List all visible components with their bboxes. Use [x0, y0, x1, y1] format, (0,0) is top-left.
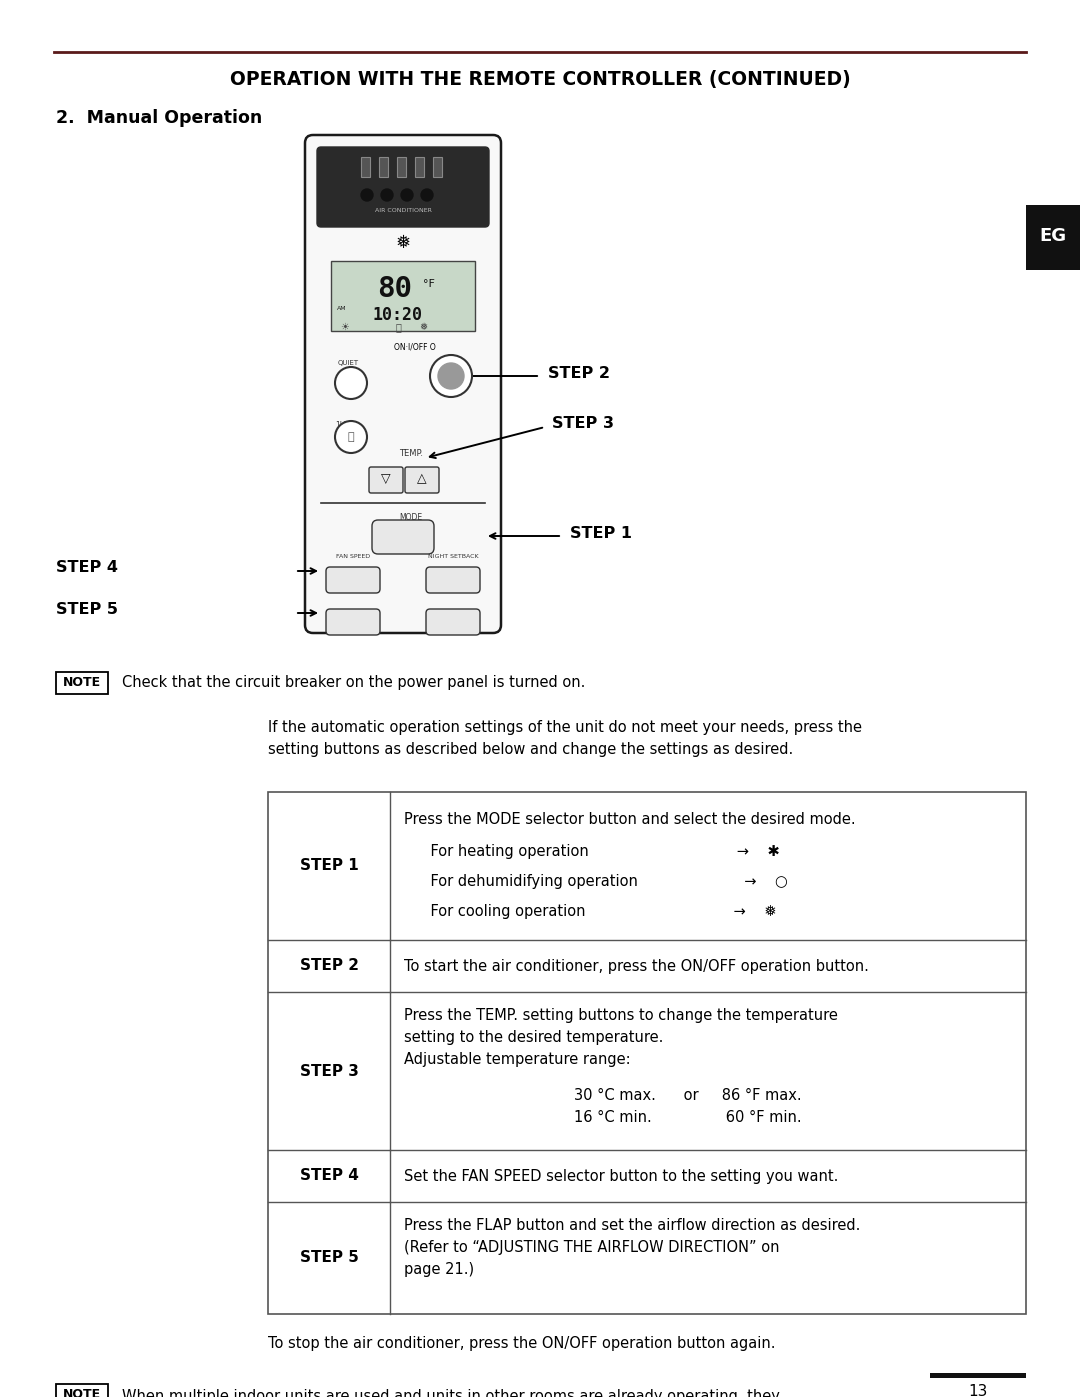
Text: STEP 4: STEP 4 — [56, 560, 118, 576]
Text: AM: AM — [337, 306, 347, 310]
Text: 10:20: 10:20 — [373, 306, 423, 324]
Text: setting buttons as described below and change the settings as desired.: setting buttons as described below and c… — [268, 742, 793, 757]
Text: ▽: ▽ — [381, 472, 391, 486]
FancyBboxPatch shape — [426, 609, 480, 636]
Text: For cooling operation                                →    ❅: For cooling operation → ❅ — [411, 904, 777, 919]
Bar — [56, 672, 108, 694]
Circle shape — [421, 189, 433, 201]
FancyBboxPatch shape — [426, 567, 480, 592]
Bar — [1026, 205, 1080, 270]
Text: STEP 1: STEP 1 — [570, 525, 632, 541]
Bar — [56, 1384, 108, 1397]
Bar — [415, 156, 424, 177]
Text: If the automatic operation settings of the unit do not meet your needs, press th: If the automatic operation settings of t… — [268, 719, 862, 735]
Text: STEP 3: STEP 3 — [552, 416, 615, 432]
Text: MODE: MODE — [400, 514, 422, 522]
Text: STEP 5: STEP 5 — [56, 602, 118, 617]
FancyBboxPatch shape — [369, 467, 403, 493]
Circle shape — [361, 189, 373, 201]
Text: NIGHT SETBACK: NIGHT SETBACK — [428, 553, 478, 559]
Circle shape — [335, 420, 367, 453]
Text: ⌚: ⌚ — [348, 432, 354, 441]
Text: NOTE: NOTE — [63, 1387, 102, 1397]
Text: STEP 5: STEP 5 — [299, 1250, 359, 1266]
Bar — [268, 792, 1026, 1315]
Text: page 21.): page 21.) — [404, 1261, 474, 1277]
FancyBboxPatch shape — [305, 136, 501, 633]
Bar — [397, 156, 406, 177]
Text: 13: 13 — [969, 1384, 988, 1397]
Text: To stop the air conditioner, press the ON/OFF operation button again.: To stop the air conditioner, press the O… — [268, 1336, 775, 1351]
Bar — [433, 156, 442, 177]
Text: Press the TEMP. setting buttons to change the temperature: Press the TEMP. setting buttons to chang… — [404, 1009, 838, 1023]
Text: To start the air conditioner, press the ON/OFF operation button.: To start the air conditioner, press the … — [404, 958, 869, 974]
Text: FLAP: FLAP — [345, 588, 362, 594]
FancyBboxPatch shape — [326, 567, 380, 592]
Text: 16 °C min.                60 °F min.: 16 °C min. 60 °F min. — [575, 1111, 801, 1125]
Circle shape — [335, 367, 367, 400]
Text: HIGH POWER: HIGH POWER — [430, 588, 476, 594]
Text: Adjustable temperature range:: Adjustable temperature range: — [404, 1052, 631, 1067]
Text: Press the FLAP button and set the airflow direction as desired.: Press the FLAP button and set the airflo… — [404, 1218, 861, 1234]
Circle shape — [430, 355, 472, 397]
Text: STEP 2: STEP 2 — [548, 366, 610, 380]
Text: ☀: ☀ — [340, 321, 349, 332]
Text: STEP 1: STEP 1 — [299, 859, 359, 873]
Circle shape — [438, 363, 464, 388]
Text: Check that the circuit breaker on the power panel is turned on.: Check that the circuit breaker on the po… — [122, 675, 585, 690]
FancyBboxPatch shape — [372, 520, 434, 555]
Text: 80: 80 — [378, 275, 413, 303]
Text: TEMP.: TEMP. — [399, 448, 423, 457]
Text: Press the MODE selector button and select the desired mode.: Press the MODE selector button and selec… — [404, 812, 855, 827]
Text: OPERATION WITH THE REMOTE CONTROLLER (CONTINUED): OPERATION WITH THE REMOTE CONTROLLER (CO… — [230, 70, 850, 89]
Text: 30 °C max.      or     86 °F max.: 30 °C max. or 86 °F max. — [575, 1088, 801, 1104]
Text: STEP 2: STEP 2 — [299, 958, 359, 974]
Text: When multiple indoor units are used and units in other rooms are already operati: When multiple indoor units are used and … — [122, 1389, 780, 1397]
Text: For heating operation                                →    ✱: For heating operation → ✱ — [411, 844, 780, 859]
Text: STEP 4: STEP 4 — [299, 1168, 359, 1183]
Text: NOTE: NOTE — [63, 676, 102, 689]
FancyBboxPatch shape — [405, 467, 438, 493]
Circle shape — [401, 189, 413, 201]
Text: △: △ — [417, 472, 427, 486]
Text: 2.  Manual Operation: 2. Manual Operation — [56, 109, 262, 127]
Bar — [930, 1373, 1026, 1377]
Text: Ⓐ: Ⓐ — [395, 321, 401, 332]
Bar — [361, 156, 370, 177]
Text: EG: EG — [1039, 226, 1067, 244]
Text: °F: °F — [423, 279, 435, 289]
Text: ON·I/OFF O: ON·I/OFF O — [394, 342, 436, 352]
Text: STEP 3: STEP 3 — [299, 1063, 359, 1078]
Text: AIR CONDITIONER: AIR CONDITIONER — [375, 208, 431, 214]
Text: (Refer to “ADJUSTING THE AIRFLOW DIRECTION” on: (Refer to “ADJUSTING THE AIRFLOW DIRECTI… — [404, 1241, 780, 1255]
Text: 1HR.: 1HR. — [335, 420, 353, 429]
Text: setting to the desired temperature.: setting to the desired temperature. — [404, 1030, 663, 1045]
Bar — [330, 261, 475, 331]
FancyBboxPatch shape — [326, 609, 380, 636]
Text: ❅: ❅ — [395, 235, 410, 251]
Text: QUIET: QUIET — [337, 360, 359, 366]
Text: For dehumidifying operation                       →    ○: For dehumidifying operation → ○ — [411, 875, 787, 888]
Text: FAN SPEED: FAN SPEED — [336, 553, 370, 559]
Bar — [379, 156, 388, 177]
Text: ❅: ❅ — [419, 321, 427, 332]
Text: Set the FAN SPEED selector button to the setting you want.: Set the FAN SPEED selector button to the… — [404, 1168, 838, 1183]
FancyBboxPatch shape — [318, 147, 489, 226]
Circle shape — [381, 189, 393, 201]
